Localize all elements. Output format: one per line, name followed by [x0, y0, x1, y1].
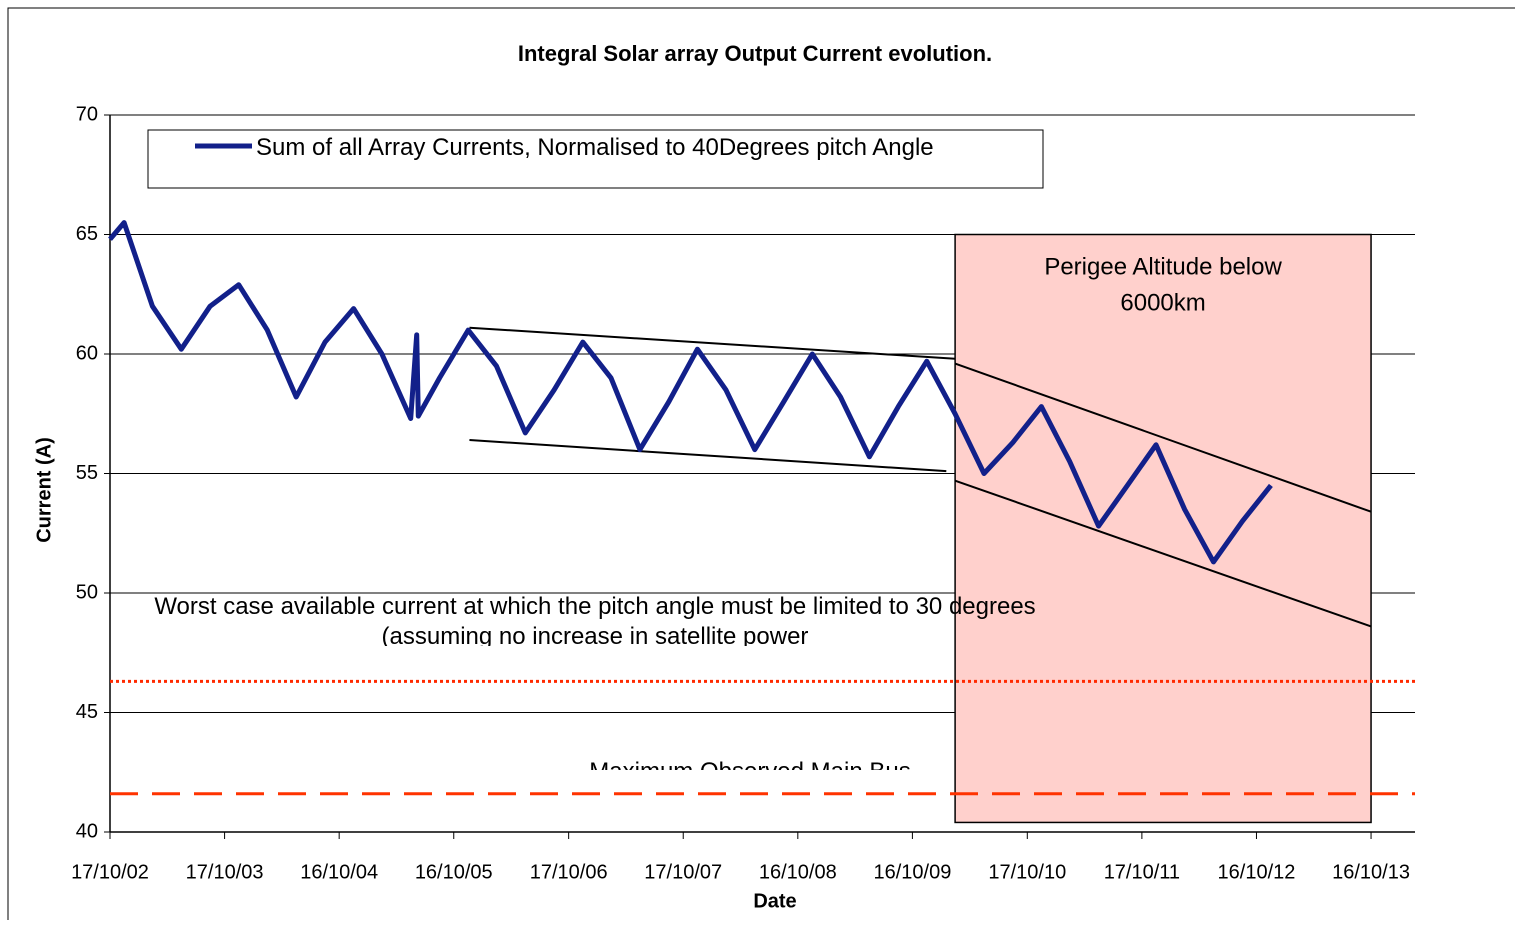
x-tick-label: 17/10/11 — [1104, 861, 1180, 883]
x-tick-label: 16/10/04 — [300, 861, 378, 883]
x-tick-label: 16/10/12 — [1218, 861, 1296, 883]
legend-label: Sum of all Array Currents, Normalised to… — [256, 134, 934, 161]
chart-frame — [7, 7, 1515, 920]
x-tick-label: 17/10/07 — [644, 861, 722, 883]
y-tick-label: 40 — [76, 820, 98, 842]
legend-label-group: Sum of all Array Currents, Normalised to… — [256, 134, 934, 161]
legend-box — [147, 129, 1044, 189]
reference-label-box: Worst case available current at which th… — [154, 593, 1036, 650]
x-tick-label: 17/10/06 — [530, 861, 608, 883]
y-axis-label: Current (A) — [33, 437, 55, 543]
trend-line — [469, 326, 956, 360]
y-tick-label: 50 — [76, 581, 98, 603]
x-axis-label: Date — [753, 890, 796, 912]
legend-label-box: Sum of all Array Currents, Normalised to… — [256, 134, 934, 161]
reference-label: Worst case available current at which th… — [154, 593, 1036, 650]
x-tick-label: 16/10/09 — [873, 861, 951, 883]
reference-label-group: Worst case available current at which th… — [154, 593, 1036, 650]
y-tick-label: 45 — [76, 701, 98, 723]
x-tick-label: 17/10/03 — [186, 861, 264, 883]
x-tick-label: 16/10/08 — [759, 861, 837, 883]
x-tick-label: 16/10/05 — [415, 861, 493, 883]
reference-label-box: Maximum Observed Main Bus — [470, 757, 1030, 770]
region-label: Perigee Altitude below — [1044, 253, 1282, 280]
y-tick-label: 60 — [76, 342, 98, 364]
y-tick-label: 70 — [76, 103, 98, 125]
shaded-region — [954, 233, 1372, 824]
chart-title: Integral Solar array Output Current evol… — [518, 41, 992, 66]
trend-line — [954, 479, 1372, 628]
trend-line — [954, 362, 1372, 513]
reference-label-group: Maximum Observed Main Bus — [470, 757, 1030, 770]
x-tick-label: 17/10/02 — [71, 861, 149, 883]
x-tick-label: 16/10/13 — [1332, 861, 1410, 883]
reference-label: Maximum Observed Main Bus — [470, 757, 1030, 770]
region-label: 6000km — [1120, 289, 1205, 316]
y-tick-label: 55 — [76, 462, 98, 484]
series-line — [108, 220, 1273, 565]
x-tick-label: 17/10/10 — [988, 861, 1066, 883]
y-tick-label: 65 — [76, 223, 98, 245]
trend-line — [469, 439, 947, 473]
